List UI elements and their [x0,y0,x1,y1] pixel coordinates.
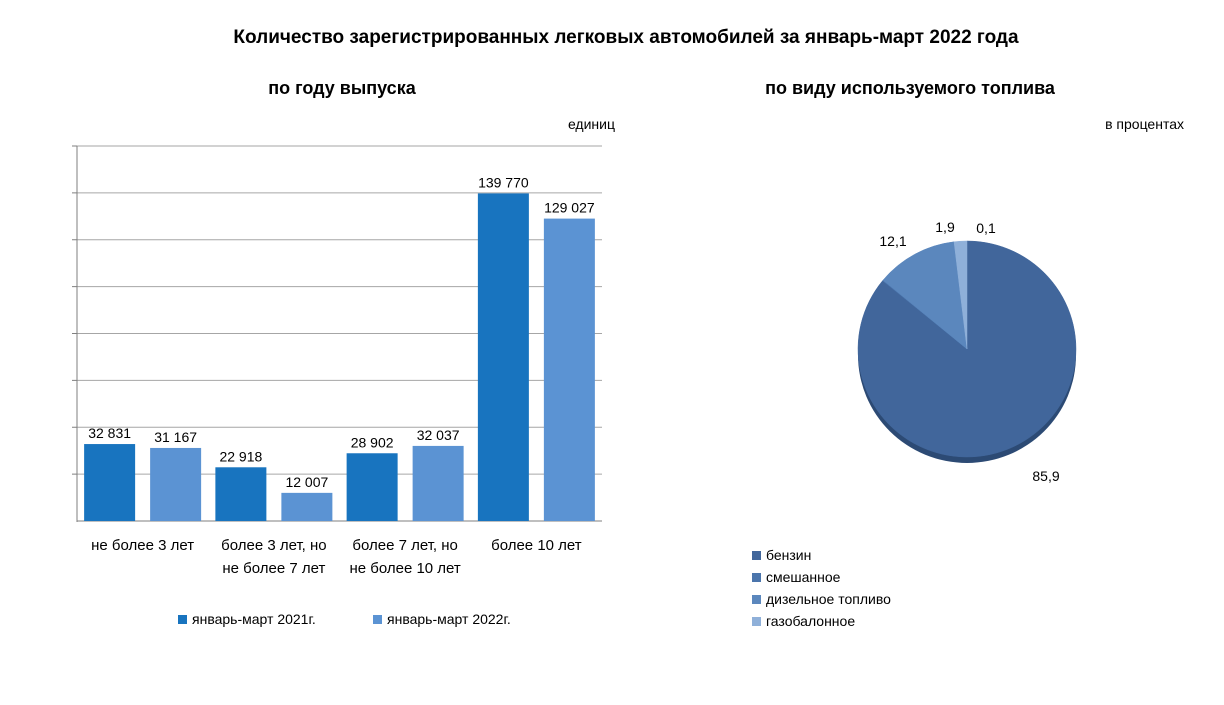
bar-chart-data-labels: 32 831 31 167 22 918 12 007 28 902 32 037 139 … [88,174,595,489]
legend-label: газобалонное [766,613,856,629]
bar-data-label: 129 027 [544,200,595,216]
legend-item: газобалонное [752,613,855,629]
pie-chart-title: по виду используемого топлива [765,78,1055,98]
legend-label: бензин [766,547,812,563]
legend-swatch [752,550,761,560]
bar-data-label: 139 770 [478,174,529,190]
bar-2022-4 [543,218,595,522]
bar-2021-2 [215,467,267,521]
bar-chart-title: по году выпуска [268,78,416,98]
category-label: более 3 лет, но [221,537,326,554]
bar-2021-1 [84,444,136,521]
bar-chart-category-labels: не более 3 лет более 3 лет, но не более 7 … [91,537,582,577]
pie-data-label: 0,1 [976,220,996,236]
legend-item: дизельное топливо [752,591,891,607]
bar-data-label: 28 902 [351,434,394,450]
pie-chart-data-labels: 85,9 0,1 12,1 1,9 [879,219,1059,484]
legend-label: смешанное [766,569,841,585]
legend-label: дизельное топливо [766,591,891,607]
bar-data-label: 32 037 [417,427,460,443]
category-label: более 7 лет, но [352,537,457,554]
bar-chart-bars [84,193,595,522]
legend-swatch [373,614,382,624]
pie-data-label: 85,9 [1032,468,1059,484]
page-title: Количество зарегистрированных легковых а… [233,27,1019,48]
legend-item: январь-март 2021г. [178,611,316,627]
bar-2021-3 [346,453,398,521]
category-label: не более 3 лет [91,537,194,554]
category-label: более 10 лет [491,537,582,554]
pie-chart-unit: в процентах [1105,116,1184,132]
bar-2022-2 [281,492,333,521]
bar-data-label: 22 918 [219,448,262,464]
category-label: не более 10 лет [349,560,460,577]
legend-item: смешанное [752,569,840,585]
bar-data-label: 12 007 [285,474,328,490]
bar-2022-3 [412,445,464,521]
legend-label: январь-март 2022г. [387,611,511,627]
bar-chart-unit: единиц [567,116,615,132]
legend-item: январь-март 2022г. [373,611,511,627]
legend-swatch [752,616,761,626]
bar-2022-1 [150,447,202,521]
pie-chart-slices [857,240,1077,463]
bar-data-label: 32 831 [88,425,131,441]
bar-data-label: 31 167 [154,429,197,445]
pie-slice-4 [953,240,968,350]
legend-item: бензин [752,547,811,563]
bar-2021-4 [477,193,529,521]
legend-label: январь-март 2021г. [192,611,316,627]
pie-data-label: 1,9 [935,219,955,235]
pie-data-label: 12,1 [879,233,906,249]
legend-swatch [752,594,761,604]
pie-slice-3 [882,241,968,350]
legend-swatch [752,572,761,582]
legend-swatch [178,614,187,624]
category-label: не более 7 лет [222,560,325,577]
